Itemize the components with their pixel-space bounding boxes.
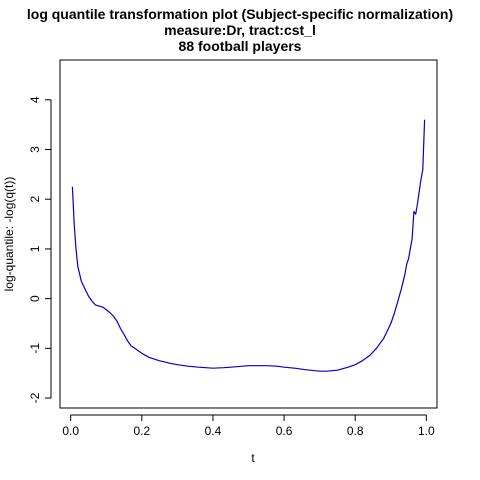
series-layer: [71, 119, 426, 372]
y-tick-label: 2: [28, 196, 42, 203]
x-tick-label: 0.6: [276, 424, 293, 438]
y-tick-label: 4: [28, 96, 42, 103]
plot-frame: [59, 59, 438, 409]
x-tick-label: 0.2: [133, 424, 150, 438]
x-tick-label: 0.0: [62, 424, 79, 438]
y-tick-label: -1: [28, 343, 42, 354]
x-tick-label: 1.0: [418, 424, 435, 438]
y-axis-label: log-quantile: -log(q(t)): [2, 177, 16, 292]
x-axis-label: t: [251, 451, 255, 465]
x-axis: 0.0 0.2 0.4 0.6 0.8 1.0: [62, 414, 435, 438]
x-tick-label: 0.8: [347, 424, 364, 438]
y-tick-label: 3: [28, 146, 42, 153]
chart-title-line-3: 88 football players: [178, 38, 302, 54]
y-tick-label: -2: [28, 392, 42, 403]
y-axis: -2 -1 0 1 2 3 4: [28, 96, 52, 403]
chart-title-line-2: measure:Dr, tract:cst_l: [164, 22, 316, 38]
x-tick-label: 0.4: [205, 424, 222, 438]
series-line: [71, 119, 426, 372]
y-tick-label: 1: [28, 245, 42, 252]
chart-title-line-1: log quantile transformation plot (Subjec…: [26, 6, 454, 22]
y-tick-label: 0: [28, 295, 42, 302]
